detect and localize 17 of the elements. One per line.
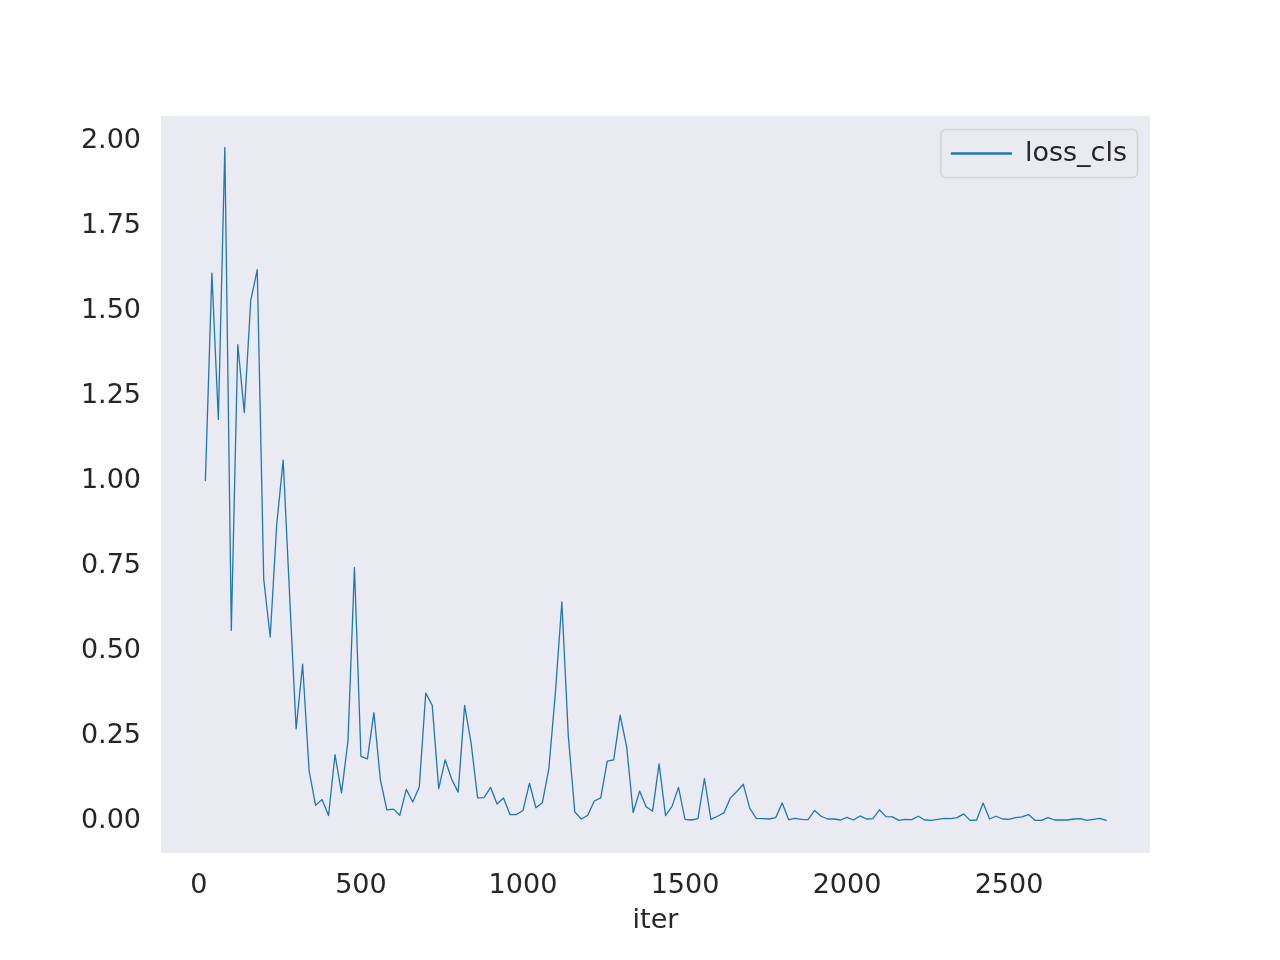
x-tick-label: 1000	[488, 868, 558, 900]
y-tick-label: 1.25	[80, 377, 141, 409]
x-tick-label: 1500	[650, 868, 720, 900]
y-tick-label: 2.00	[80, 122, 141, 154]
legend-label: loss_cls	[1024, 135, 1128, 167]
x-tick-label: 500	[335, 868, 387, 900]
x-tick-label: 2000	[812, 868, 882, 900]
x-tick-label: 2500	[974, 868, 1044, 900]
x-axis-title: iter	[632, 902, 680, 934]
y-tick-label: 1.75	[80, 207, 141, 239]
y-tick-label: 0.50	[80, 632, 141, 664]
y-tick-label: 0.00	[80, 802, 141, 834]
x-tick-label: 0	[190, 868, 208, 900]
y-tick-label: 0.75	[80, 547, 141, 579]
y-tick-label: 1.00	[80, 462, 141, 494]
y-tick-label: 1.50	[80, 292, 141, 324]
y-tick-label: 0.25	[80, 717, 141, 749]
